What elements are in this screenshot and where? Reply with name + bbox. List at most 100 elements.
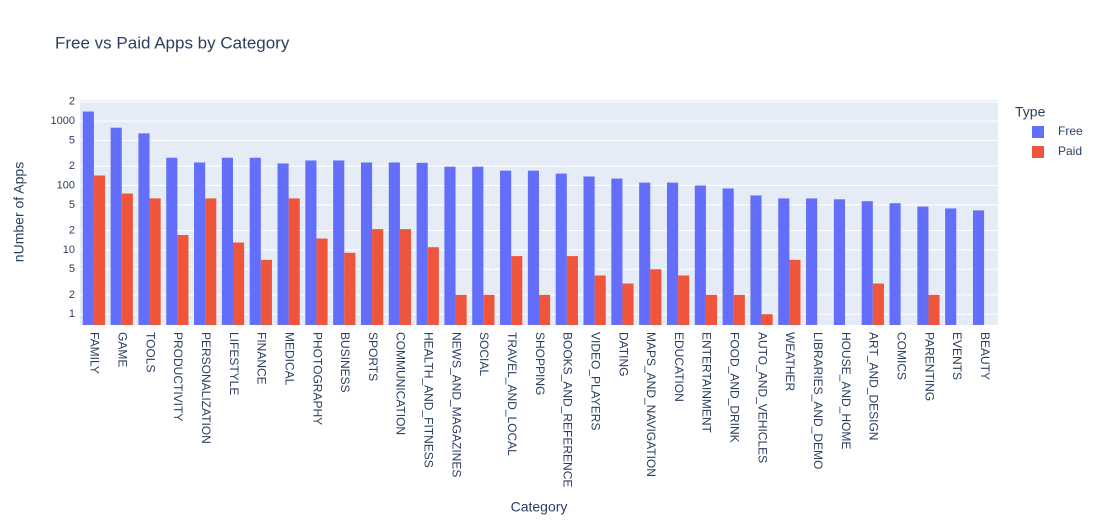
- y-axis-title: nUmber of Apps: [11, 162, 27, 262]
- bar: [705, 294, 718, 325]
- x-tick-label: EDUCATION: [672, 332, 686, 402]
- legend-label: Paid: [1058, 144, 1082, 158]
- x-tick-label: FINANCE: [255, 332, 269, 385]
- x-tick-label: FOOD_AND_DRINK: [728, 332, 742, 443]
- y-tick-label: 10: [63, 244, 75, 256]
- y-tick-label: 2: [69, 96, 75, 108]
- y-tick-label: 100: [57, 179, 75, 191]
- x-tick-label: HEALTH_AND_FITNESS: [422, 332, 436, 468]
- x-tick-label: PHOTOGRAPHY: [310, 332, 324, 425]
- y-tick-label: 5: [69, 263, 75, 275]
- y-tick-label: 5: [69, 134, 75, 146]
- x-tick-label: COMICS: [894, 332, 908, 380]
- x-tick-label: AUTO_AND_VEHICLES: [755, 332, 769, 463]
- bar: [233, 242, 245, 325]
- bar: [305, 160, 317, 325]
- y-tick-label: 2: [69, 160, 75, 172]
- legend-title: Type: [1015, 104, 1046, 120]
- y-tick-label: 1: [69, 308, 75, 320]
- bar: [722, 188, 734, 325]
- x-tick-label: TRAVEL_AND_LOCAL: [505, 332, 519, 456]
- x-tick-label: ART_AND_DESIGN: [867, 332, 881, 440]
- bar: [778, 198, 790, 325]
- bar: [889, 203, 901, 325]
- x-tick-label: SOCIAL: [477, 332, 491, 376]
- bar: [388, 162, 400, 325]
- bar: [277, 163, 289, 325]
- x-tick-label: BOOKS_AND_REFERENCE: [561, 332, 575, 487]
- y-tick-label: 1000: [51, 115, 75, 127]
- x-tick-label: PRODUCTIVITY: [171, 332, 185, 421]
- bar: [166, 157, 178, 325]
- bar: [945, 208, 957, 325]
- x-tick-label: TOOLS: [143, 332, 157, 372]
- bar: [444, 166, 456, 325]
- bar: [750, 195, 762, 325]
- bar: [539, 294, 551, 325]
- chart-title: Free vs Paid Apps by Category: [55, 33, 290, 52]
- x-tick-label: LIFESTYLE: [227, 332, 241, 395]
- bar: [288, 198, 300, 325]
- bar: [861, 201, 873, 325]
- x-tick-label: WEATHER: [783, 332, 797, 391]
- bar: [694, 185, 706, 325]
- bar: [678, 275, 690, 325]
- bar: [666, 182, 679, 325]
- bar: [511, 256, 523, 325]
- legend-swatch: [1032, 126, 1044, 138]
- y-tick-label: 2: [69, 224, 75, 236]
- bar: [194, 162, 206, 325]
- bar: [399, 229, 412, 325]
- bar: [472, 166, 484, 325]
- x-tick-label: BEAUTY: [978, 332, 992, 380]
- bar: [650, 269, 662, 325]
- x-tick-label: GAME: [116, 332, 130, 367]
- bar: [249, 157, 261, 325]
- bar: [110, 127, 122, 325]
- bar: [483, 294, 495, 325]
- bar: [82, 111, 94, 325]
- x-tick-label: EVENTS: [950, 332, 964, 380]
- bar: [500, 170, 512, 325]
- bar: [316, 238, 328, 325]
- bar: [594, 275, 606, 325]
- y-tick-label: 5: [69, 199, 75, 211]
- bar: [789, 259, 801, 325]
- x-tick-label: MAPS_AND_NAVIGATION: [644, 332, 658, 477]
- bar: [121, 193, 133, 325]
- bar: [639, 182, 651, 325]
- bar: [455, 294, 467, 325]
- bar: [149, 198, 161, 325]
- bar: [806, 198, 818, 325]
- x-tick-label: HOUSE_AND_HOME: [839, 332, 853, 449]
- bar: [872, 283, 884, 325]
- legend-swatch: [1032, 146, 1044, 158]
- bar: [917, 206, 929, 325]
- bar: [928, 294, 940, 325]
- x-axis-title: Category: [511, 499, 568, 515]
- x-tick-label: PERSONALIZATION: [199, 332, 213, 444]
- bar: [333, 160, 345, 325]
- x-tick-label: MEDICAL: [282, 332, 296, 386]
- bar: [360, 162, 373, 325]
- bar: [733, 294, 745, 325]
- x-tick-label: NEWS_AND_MAGAZINES: [449, 332, 463, 477]
- x-tick-label: LIBRARIES_AND_DEMO: [811, 332, 825, 469]
- bar: [93, 175, 106, 325]
- bar: [555, 173, 567, 325]
- bar: [205, 198, 217, 325]
- bar: [583, 176, 595, 325]
- x-tick-label: PARENTING: [922, 332, 936, 401]
- y-tick-label: 2: [69, 289, 75, 301]
- bar: [527, 170, 539, 325]
- legend-label: Free: [1058, 124, 1083, 138]
- x-tick-label: VIDEO_PLAYERS: [588, 332, 602, 430]
- bar: [416, 162, 428, 325]
- bar: [972, 210, 985, 325]
- bar: [138, 133, 150, 325]
- bar: [611, 178, 623, 325]
- x-tick-label: ENTERTAINMENT: [700, 332, 714, 434]
- bar: [622, 283, 634, 325]
- bar: [566, 256, 578, 325]
